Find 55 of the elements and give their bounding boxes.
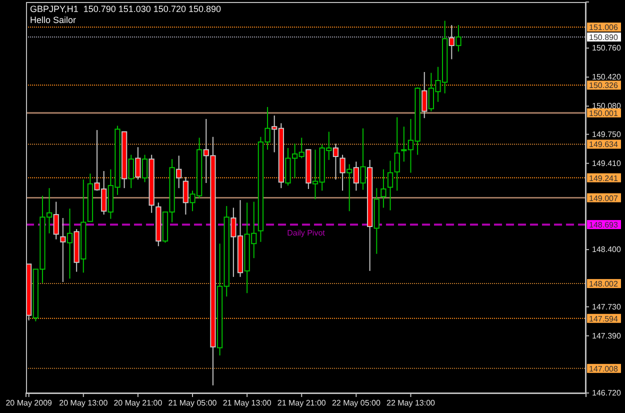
x-tick-label: 22 May 05:00 — [332, 398, 381, 408]
ref-line-label: 149.241 — [589, 174, 618, 183]
candlestick — [135, 146, 141, 180]
candlestick — [142, 154, 148, 183]
x-tick-label: 21 May 21:00 — [277, 398, 326, 408]
candlestick — [422, 72, 428, 119]
chart-title: GBPJPY,H1 150.790 151.030 150.720 150.890 — [30, 4, 221, 14]
candlestick — [346, 164, 352, 212]
candlestick — [332, 143, 339, 180]
ref-line-label: 149.007 — [589, 194, 618, 203]
y-tick-label: 147.390 — [592, 331, 622, 340]
y-tick-label: 150.420 — [592, 72, 622, 82]
y-tick-label: 150.080 — [592, 102, 622, 111]
ref-line-label: 148.002 — [589, 280, 618, 289]
ref-line-label: 147.008 — [589, 364, 618, 374]
y-tick-label: 149.410 — [592, 158, 622, 168]
price-tag: 150.326 — [587, 80, 621, 90]
y-tick-label: 146.720 — [592, 388, 622, 398]
x-tick-label: 20 May 21:00 — [114, 398, 163, 408]
price-tag: 150.890 — [587, 32, 621, 42]
y-tick-label: 148.400 — [592, 245, 622, 254]
ref-line-label: 147.594 — [589, 314, 618, 324]
x-tick-label: 21 May 13:00 — [222, 398, 272, 408]
price-tag: 151.006 — [587, 22, 621, 32]
candlestick — [66, 208, 73, 280]
price-tag: 148.693 — [587, 220, 621, 230]
candlestick — [448, 24, 454, 60]
ref-line-label: 150.890 — [589, 33, 618, 42]
candlestick — [53, 201, 59, 240]
x-tick-label: 20 May 2009 — [6, 398, 53, 408]
y-tick-label: 150.760 — [592, 44, 622, 53]
annotation: Daily Pivot — [287, 228, 326, 238]
candlestick — [456, 24, 462, 52]
ref-line-label: 151.006 — [589, 23, 618, 32]
candlestick — [182, 176, 189, 216]
candlestick — [360, 128, 366, 190]
x-tick-label: 20 May 13:00 — [59, 398, 108, 408]
candlestick — [128, 154, 134, 189]
text: Hello Sailor — [30, 15, 76, 25]
y-tick-label: 149.750 — [592, 130, 622, 139]
x-tick-label: 21 May 05:00 — [168, 398, 218, 408]
price-tag: 148.002 — [587, 279, 621, 289]
candlestick — [60, 217, 66, 283]
ref-line-label: 150.001 — [589, 108, 618, 118]
x-tick-label: 22 May 13:00 — [386, 398, 436, 408]
y-tick-label: 147.730 — [592, 302, 622, 312]
price-tag: 150.001 — [587, 108, 621, 118]
candlestick — [340, 154, 346, 192]
price-tag: 149.634 — [587, 140, 621, 150]
ref-line-label: 150.326 — [589, 81, 618, 90]
ref-line-label: 149.634 — [589, 140, 618, 150]
candlestick — [353, 161, 359, 192]
ref-line-label: 148.693 — [589, 220, 618, 230]
candlestick — [176, 155, 182, 189]
candlestick — [380, 168, 386, 208]
